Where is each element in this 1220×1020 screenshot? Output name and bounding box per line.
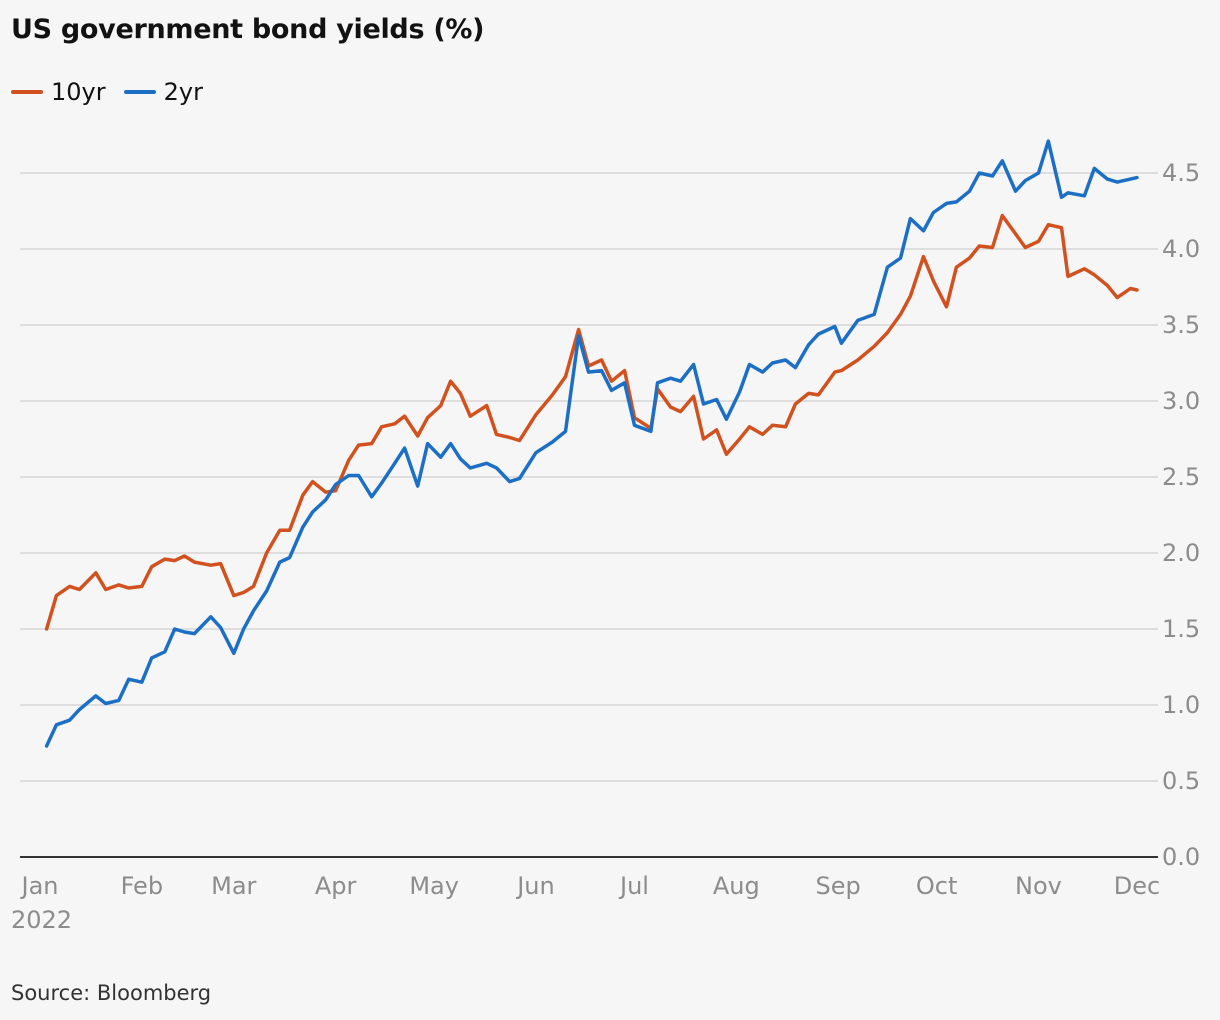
y-tick-label: 4.0 xyxy=(1162,235,1200,263)
chart-title: US government bond yields (%) xyxy=(11,14,485,45)
x-tick-label: Jul xyxy=(618,872,649,900)
x-tick-label: Sep xyxy=(815,872,860,900)
x-tick-label: Jun xyxy=(515,872,555,900)
legend-swatch-10yr xyxy=(11,90,43,94)
legend-label-10yr: 10yr xyxy=(51,78,106,106)
y-tick-label: 3.0 xyxy=(1162,387,1200,415)
x-tick-label: Aug xyxy=(713,872,760,900)
y-tick-label: 2.0 xyxy=(1162,539,1200,567)
x-tick-label: Mar xyxy=(211,872,256,900)
legend-item-2yr: 2yr xyxy=(123,78,203,106)
y-tick-label: 1.0 xyxy=(1162,691,1200,719)
y-tick-label: 1.5 xyxy=(1162,615,1200,643)
legend-item-10yr: 10yr xyxy=(11,78,106,106)
x-year-label: 2022 xyxy=(11,906,72,934)
x-tick-label: Jan xyxy=(20,872,59,900)
legend-label-2yr: 2yr xyxy=(163,78,203,106)
y-tick-label: 0.0 xyxy=(1162,843,1200,871)
line-chart: 0.0 0.5 1.0 1.5 2.0 2.5 3.0 3.5 4.0 4.5 Jan Feb Mar A… xyxy=(11,139,1200,934)
y-tick-label: 4.5 xyxy=(1162,159,1200,187)
x-tick-label: Apr xyxy=(315,872,357,900)
series-line-10yr xyxy=(44,213,1139,631)
x-tick-label: Feb xyxy=(121,872,164,900)
x-tick-label: Nov xyxy=(1015,872,1062,900)
y-tick-label: 3.5 xyxy=(1162,311,1200,339)
x-tick-label: May xyxy=(409,872,459,900)
legend-swatch-2yr xyxy=(123,90,156,94)
x-tick-label: Oct xyxy=(916,872,958,900)
legend: 10yr 2yr xyxy=(11,78,221,106)
x-tick-label: Dec xyxy=(1114,872,1160,900)
y-tick-label: 2.5 xyxy=(1162,463,1200,491)
source-note: Source: Bloomberg xyxy=(11,981,212,1005)
y-tick-label: 0.5 xyxy=(1162,767,1200,795)
series-line-2yr xyxy=(44,139,1139,748)
